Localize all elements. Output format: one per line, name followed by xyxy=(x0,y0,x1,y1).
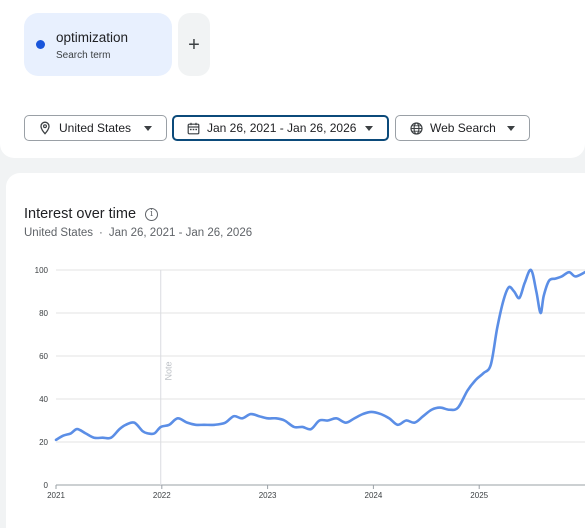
country-filter-label: United States xyxy=(59,121,132,135)
search-property-label: Web Search xyxy=(430,121,496,135)
subtitle-separator: · xyxy=(99,227,103,239)
search-property-dropdown[interactable]: Web Search xyxy=(395,115,530,141)
interest-line-chart: 0 20 40 60 80 100 2021 2022 2023 2024 2025 Note xyxy=(35,266,585,500)
chevron-down-icon xyxy=(365,125,373,131)
x-tick-label: 2021 xyxy=(47,491,65,500)
add-comparison-button[interactable]: + xyxy=(178,13,210,76)
y-tick-label: 40 xyxy=(39,395,48,404)
y-tick-label: 80 xyxy=(39,309,48,318)
interest-series-line xyxy=(54,268,585,442)
y-tick-label: 0 xyxy=(44,481,49,490)
y-tick-label: 60 xyxy=(39,352,48,361)
chart-heading: Interest over time i xyxy=(24,206,159,222)
chart-title: Interest over time xyxy=(24,206,137,222)
location-pin-icon xyxy=(38,121,52,135)
x-tick-label: 2023 xyxy=(259,491,277,500)
info-icon[interactable]: i xyxy=(145,207,159,221)
y-tick-label: 100 xyxy=(35,266,49,275)
globe-icon xyxy=(409,121,423,135)
x-tick-label: 2022 xyxy=(153,491,171,500)
subtitle-range: Jan 26, 2021 - Jan 26, 2026 xyxy=(108,227,253,239)
plus-icon: + xyxy=(188,33,200,56)
term-color-dot xyxy=(36,40,45,49)
x-tick-label: 2024 xyxy=(365,491,383,500)
chevron-down-icon xyxy=(144,125,152,131)
y-tick-label: 20 xyxy=(39,438,48,447)
search-term-type: Search term xyxy=(56,50,111,61)
subtitle-location: United States xyxy=(24,227,94,239)
search-term-chip[interactable]: optimization Search term xyxy=(24,13,172,76)
note-annotation-label: Note xyxy=(164,362,174,381)
x-tick-label: 2025 xyxy=(470,491,488,500)
country-filter-dropdown[interactable]: United States xyxy=(24,115,167,141)
date-range-dropdown[interactable]: Jan 26, 2021 - Jan 26, 2026 xyxy=(172,115,389,141)
chart-subtitle: United States · Jan 26, 2021 - Jan 26, 202… xyxy=(24,227,252,239)
search-term-name: optimization xyxy=(56,30,129,45)
calendar-icon xyxy=(186,121,200,135)
interest-over-time-card xyxy=(6,173,585,528)
date-range-label: Jan 26, 2021 - Jan 26, 2026 xyxy=(207,121,357,135)
chevron-down-icon xyxy=(507,125,515,131)
